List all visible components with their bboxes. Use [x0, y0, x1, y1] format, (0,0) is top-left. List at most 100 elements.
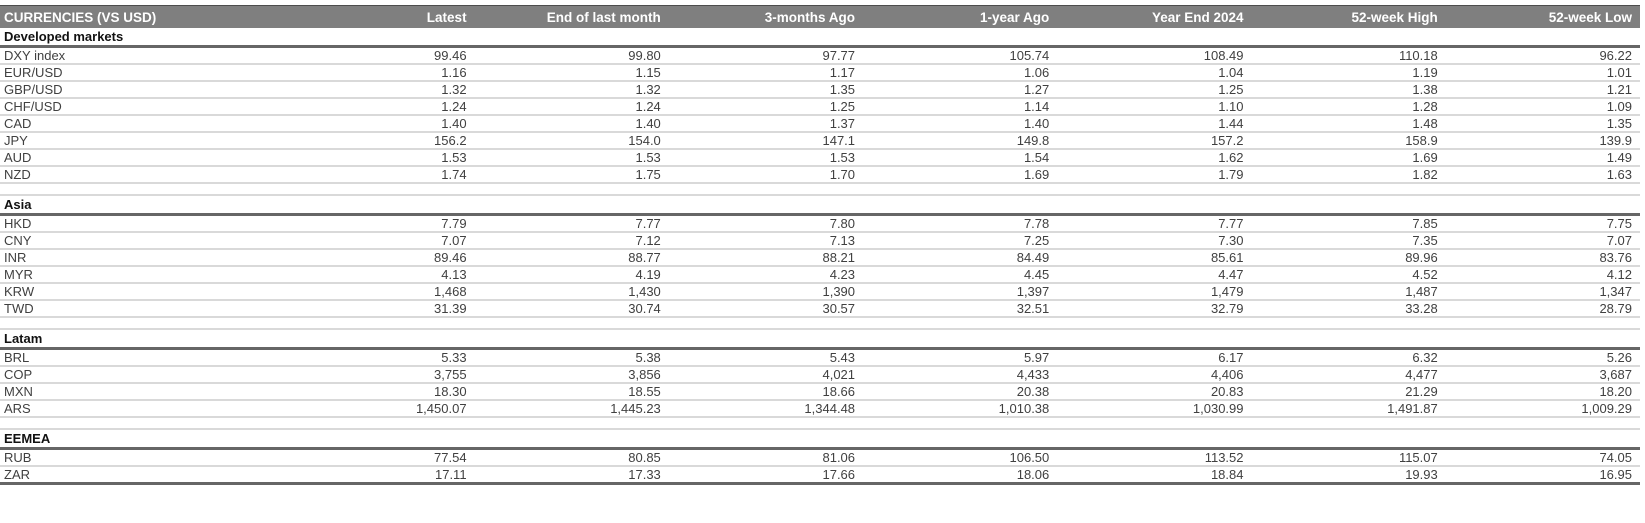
column-header: 1-year Ago: [863, 5, 1058, 28]
value-cell: 7.13: [668, 232, 864, 250]
value-cell: 31.39: [280, 300, 475, 318]
value-cell: 147.1: [668, 132, 864, 150]
value-cell: 4.13: [280, 266, 475, 284]
value-cell: 18.55: [474, 383, 669, 401]
table-row: INR 89.46 88.77 88.21 84.49 85.61 89.96 83.76: [0, 249, 1640, 267]
value-cell: 1.32: [474, 81, 669, 99]
section-row: Developed markets: [0, 28, 1640, 48]
value-cell: 1.74: [280, 166, 475, 184]
value-cell: 4.23: [668, 266, 864, 284]
value-cell: 3,856: [474, 366, 669, 384]
row-label: CNY: [0, 232, 281, 250]
value-cell: 154.0: [474, 132, 669, 150]
value-cell: 1.37: [668, 115, 864, 133]
table-row: ZAR 17.11 17.33 17.66 18.06 18.84 19.93 16.95: [0, 466, 1640, 485]
value-cell: 18.30: [280, 383, 475, 401]
table-row: MYR 4.13 4.19 4.23 4.45 4.47 4.52 4.12: [0, 266, 1640, 284]
value-cell: 7.07: [1445, 232, 1640, 250]
currencies-report-page: CURRENCIES (VS USD) Latest End of last mo…: [0, 5, 1640, 485]
value-cell: 81.06: [668, 448, 864, 467]
table-row: EUR/USD 1.16 1.15 1.17 1.06 1.04 1.19 1.01: [0, 64, 1640, 82]
value-cell: 5.33: [280, 348, 475, 367]
value-cell: 7.75: [1445, 214, 1640, 233]
value-cell: 158.9: [1251, 132, 1446, 150]
row-label: DXY index: [0, 46, 281, 65]
value-cell: 1,491.87: [1251, 400, 1446, 418]
value-cell: 4.19: [474, 266, 669, 284]
section-spacer-cell: [0, 317, 1640, 330]
value-cell: 1.53: [280, 149, 475, 167]
row-label: EUR/USD: [0, 64, 281, 82]
section-header: Asia: [0, 195, 1640, 216]
section-spacer: [0, 183, 1640, 196]
table-row: DXY index 99.46 99.80 97.77 105.74 108.49 110.…: [0, 46, 1640, 65]
table-row: TWD 31.39 30.74 30.57 32.51 32.79 33.28 28.79: [0, 300, 1640, 318]
value-cell: 1,010.38: [863, 400, 1058, 418]
table-row: CHF/USD 1.24 1.24 1.25 1.14 1.10 1.28 1.09: [0, 98, 1640, 116]
value-cell: 1,030.99: [1057, 400, 1252, 418]
value-cell: 1.35: [668, 81, 864, 99]
value-cell: 1.69: [863, 166, 1058, 184]
section-row: EEMEA: [0, 429, 1640, 450]
row-label: NZD: [0, 166, 281, 184]
value-cell: 7.78: [863, 214, 1058, 233]
value-cell: 18.66: [668, 383, 864, 401]
row-label: KRW: [0, 283, 281, 301]
value-cell: 1,397: [863, 283, 1058, 301]
value-cell: 5.38: [474, 348, 669, 367]
value-cell: 80.85: [474, 448, 669, 467]
value-cell: 1.38: [1251, 81, 1446, 99]
value-cell: 5.97: [863, 348, 1058, 367]
section-row: Asia: [0, 195, 1640, 216]
value-cell: 33.28: [1251, 300, 1446, 318]
row-label: BRL: [0, 348, 281, 367]
value-cell: 110.18: [1251, 46, 1446, 65]
row-label: TWD: [0, 300, 281, 318]
value-cell: 3,687: [1445, 366, 1640, 384]
section-spacer-cell: [0, 183, 1640, 196]
value-cell: 1.27: [863, 81, 1058, 99]
value-cell: 6.32: [1251, 348, 1446, 367]
value-cell: 1,445.23: [474, 400, 669, 418]
value-cell: 21.29: [1251, 383, 1446, 401]
value-cell: 7.79: [280, 214, 475, 233]
value-cell: 1.79: [1057, 166, 1252, 184]
row-label: JPY: [0, 132, 281, 150]
table-row: BRL 5.33 5.38 5.43 5.97 6.17 6.32 5.26: [0, 348, 1640, 367]
table-row: GBP/USD 1.32 1.32 1.35 1.27 1.25 1.38 1.21: [0, 81, 1640, 99]
row-label: HKD: [0, 214, 281, 233]
value-cell: 1.17: [668, 64, 864, 82]
value-cell: 115.07: [1251, 448, 1446, 467]
table-row: JPY 156.2 154.0 147.1 149.8 157.2 158.9 139.9: [0, 132, 1640, 150]
value-cell: 5.26: [1445, 348, 1640, 367]
value-cell: 3,755: [280, 366, 475, 384]
section-row: Latam: [0, 329, 1640, 350]
value-cell: 1.54: [863, 149, 1058, 167]
column-header: 3-months Ago: [668, 5, 864, 28]
table-row: CNY 7.07 7.12 7.13 7.25 7.30 7.35 7.07: [0, 232, 1640, 250]
value-cell: 83.76: [1445, 249, 1640, 267]
value-cell: 17.33: [474, 466, 669, 485]
value-cell: 18.06: [863, 466, 1058, 485]
row-label: CAD: [0, 115, 281, 133]
table-title: CURRENCIES (VS USD): [0, 5, 281, 28]
value-cell: 7.77: [474, 214, 669, 233]
value-cell: 1,479: [1057, 283, 1252, 301]
value-cell: 89.46: [280, 249, 475, 267]
value-cell: 1,430: [474, 283, 669, 301]
value-cell: 156.2: [280, 132, 475, 150]
value-cell: 1,487: [1251, 283, 1446, 301]
value-cell: 4,406: [1057, 366, 1252, 384]
value-cell: 1.40: [280, 115, 475, 133]
value-cell: 1,450.07: [280, 400, 475, 418]
value-cell: 20.83: [1057, 383, 1252, 401]
column-header: Latest: [280, 5, 475, 28]
column-header: Year End 2024: [1057, 5, 1252, 28]
value-cell: 113.52: [1057, 448, 1252, 467]
value-cell: 7.07: [280, 232, 475, 250]
value-cell: 1.70: [668, 166, 864, 184]
row-label: COP: [0, 366, 281, 384]
value-cell: 18.20: [1445, 383, 1640, 401]
value-cell: 88.77: [474, 249, 669, 267]
value-cell: 77.54: [280, 448, 475, 467]
